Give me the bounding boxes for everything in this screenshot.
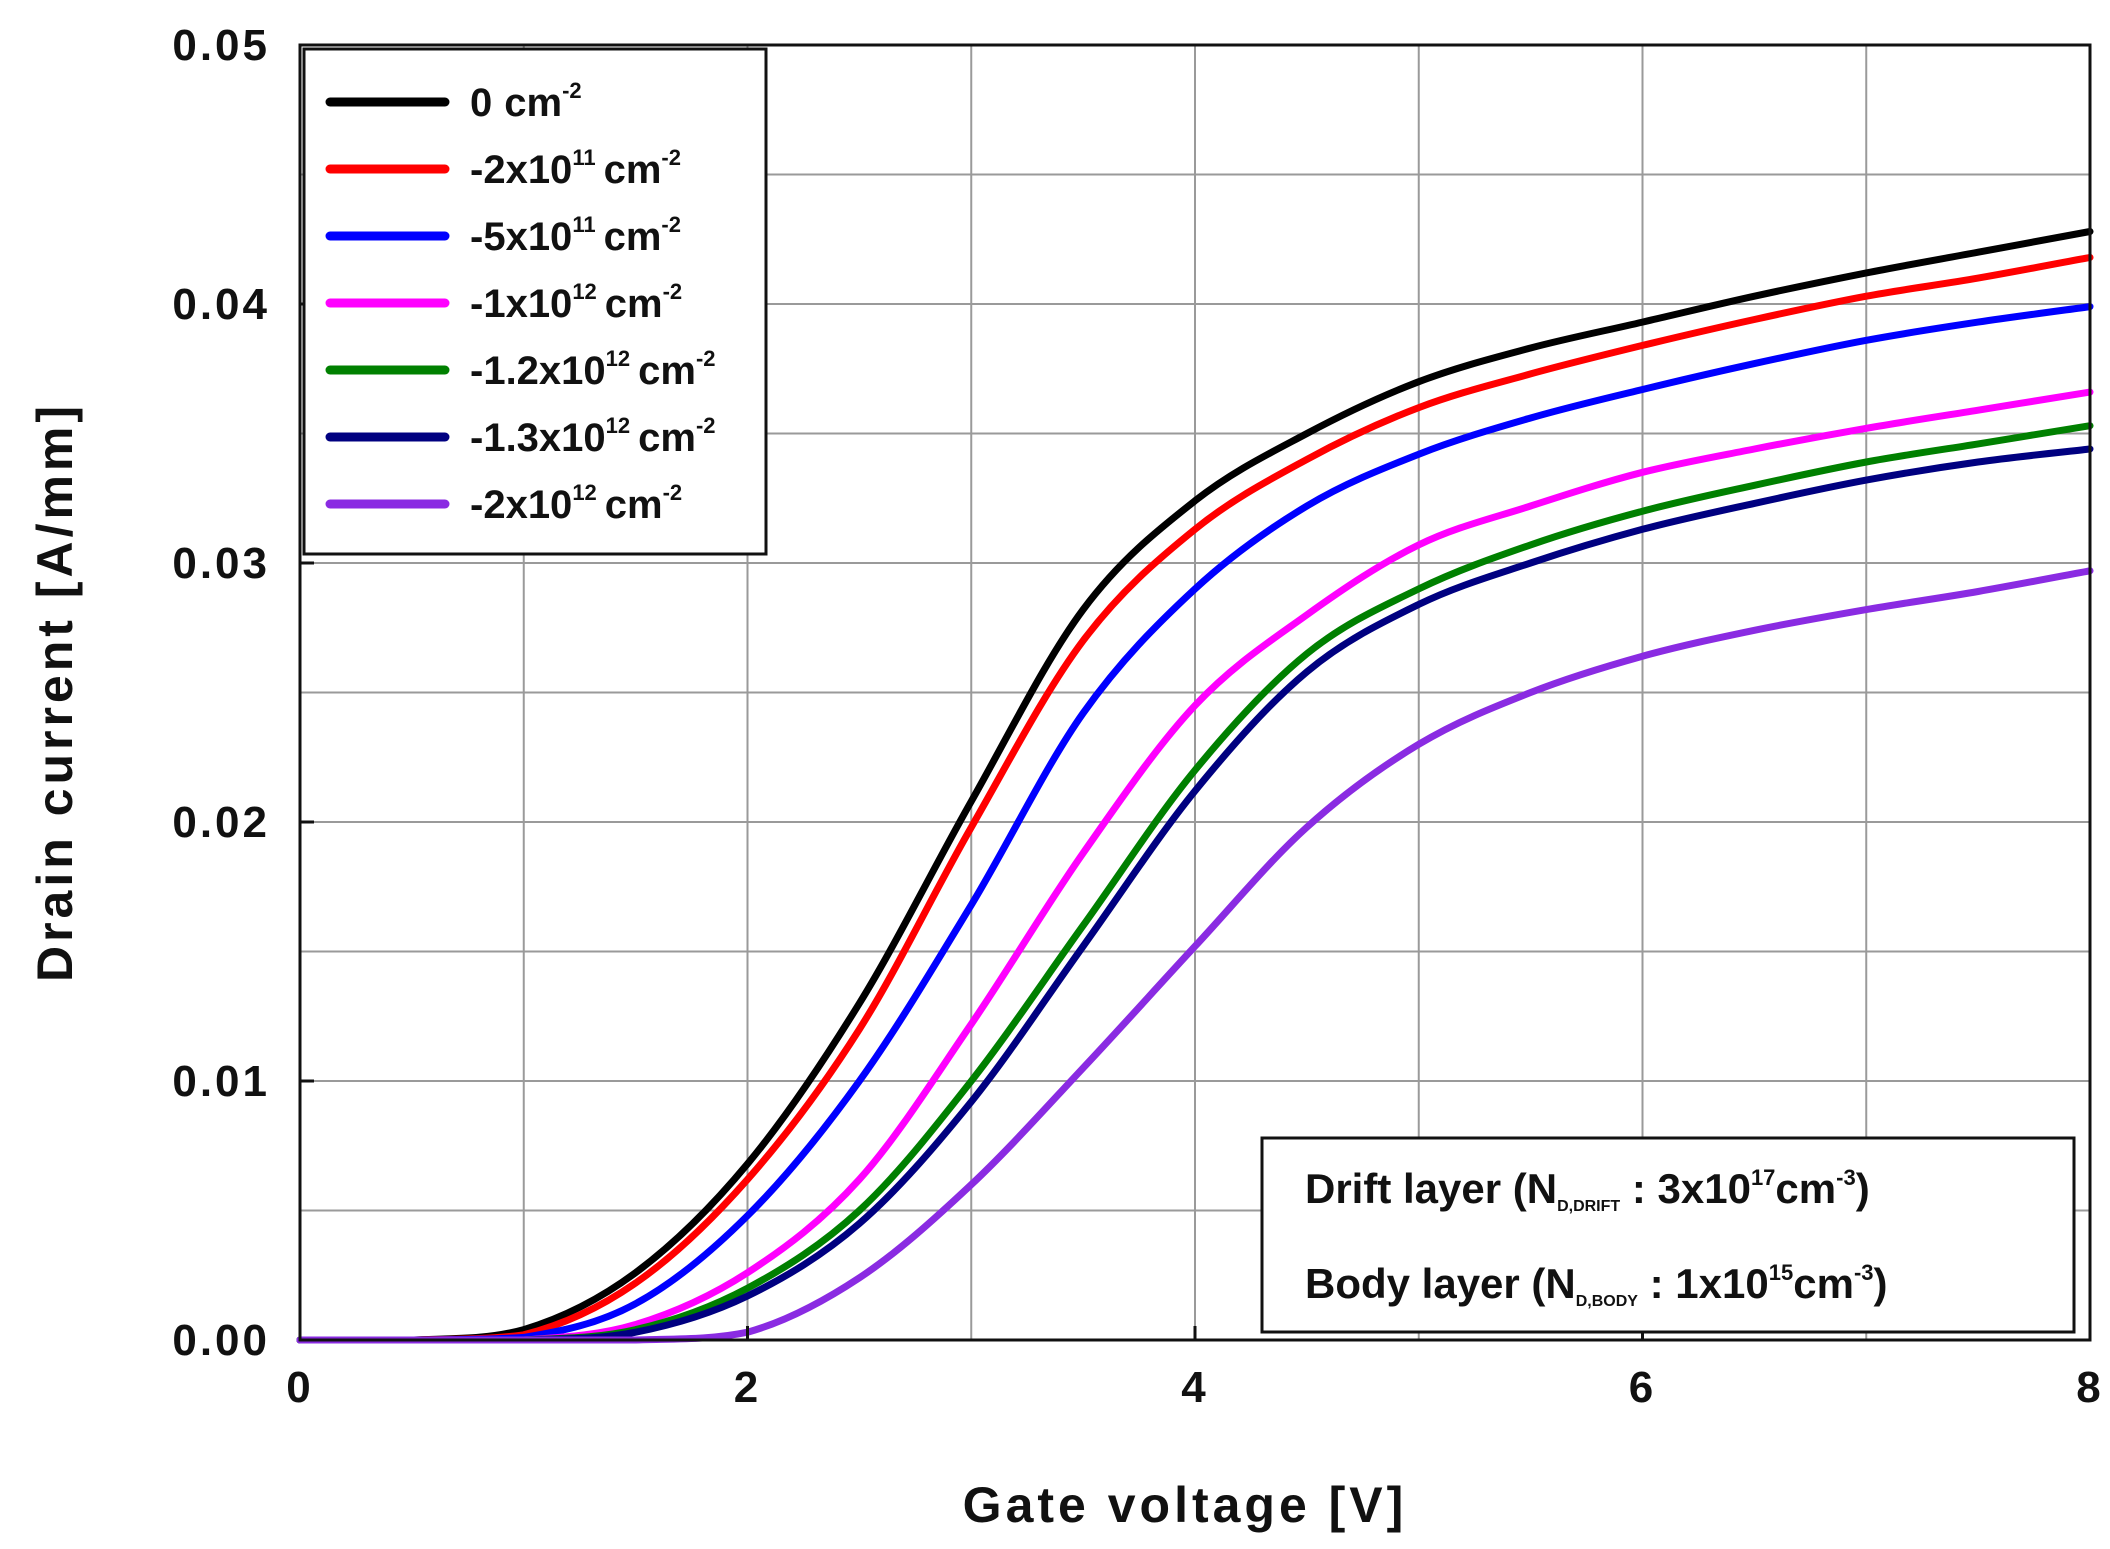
legend-label-base: -1.3x10 — [470, 416, 606, 460]
legend-label-base: -1x10 — [470, 282, 572, 326]
legend-label-unit: cm — [504, 81, 562, 125]
drift-mid: : 3x10 — [1620, 1165, 1751, 1212]
body-prefix: Body layer (N — [1305, 1260, 1576, 1307]
series-line-3 — [296, 303, 2094, 1344]
legend-label: -1.2x1012 cm-2 — [470, 346, 716, 393]
series-lines — [296, 228, 2094, 1344]
y-axis-title: Drain current [A/mm] — [27, 402, 83, 982]
y-tick-label: 0.04 — [172, 280, 270, 329]
annotation-line-drift: Drift layer (ND,DRIFT : 3x1017cm-3) — [1305, 1165, 1870, 1215]
body-unit-sup: -3 — [1854, 1260, 1874, 1285]
legend-label-exp: 12 — [572, 279, 596, 304]
legend-label-unit: cm — [638, 416, 696, 460]
legend-label-base: 0 — [470, 81, 492, 125]
x-tick-label: 4 — [1181, 1363, 1208, 1412]
legend-label-unit-exp: -2 — [661, 145, 681, 170]
drift-unit-sup: -3 — [1836, 1165, 1856, 1190]
y-tick-label: 0.01 — [172, 1057, 270, 1106]
legend-label-unit: cm — [604, 215, 662, 259]
series-line-6 — [296, 445, 2094, 1344]
y-tick-label: 0.05 — [172, 21, 270, 70]
legend-label-exp: 12 — [606, 413, 630, 438]
legend-label: -1.3x1012 cm-2 — [470, 413, 716, 460]
legend-label-unit: cm — [605, 483, 663, 527]
body-suffix: ) — [1874, 1260, 1888, 1307]
x-axis-title: Gate voltage [V] — [963, 1477, 1408, 1533]
annotation-frame — [1260, 1136, 2076, 1334]
legend-label: -1x1012 cm-2 — [470, 279, 682, 326]
legend-label-unit: cm — [605, 282, 663, 326]
y-tick-label: 0.02 — [172, 798, 270, 847]
tick-labels: 0 2 4 6 8 0.00 0.01 0.02 0.03 0.04 0.05 — [172, 21, 2103, 1412]
body-mid: : 1x10 — [1638, 1260, 1769, 1307]
drift-sup: 17 — [1751, 1165, 1775, 1190]
legend-label-unit-exp: -2 — [661, 212, 681, 237]
legend: 0 cm-2-2x1011 cm-2-5x1011 cm-2-1x1012 cm-2-1… — [302, 47, 768, 556]
y-tick-label: 0.00 — [172, 1316, 270, 1365]
drift-prefix: Drift layer (N — [1305, 1165, 1557, 1212]
legend-label-unit-exp: -2 — [696, 346, 716, 371]
body-unit: cm — [1793, 1260, 1854, 1307]
grid — [300, 45, 2090, 1340]
legend-label-unit-exp: -2 — [696, 413, 716, 438]
legend-label-exp: 12 — [606, 346, 630, 371]
body-sup: 15 — [1769, 1260, 1793, 1285]
legend-label: -2x1011 cm-2 — [470, 145, 681, 192]
annotation-line-body: Body layer (ND,BODY : 1x1015cm-3) — [1305, 1260, 1888, 1310]
legend-label: 0 cm-2 — [470, 78, 582, 125]
x-tick-label: 2 — [734, 1363, 761, 1412]
legend-label-base: -2x10 — [470, 148, 572, 192]
drift-suffix: ) — [1856, 1165, 1870, 1212]
y-tick-label: 0.03 — [172, 539, 270, 588]
legend-label-base: -5x10 — [470, 215, 572, 259]
legend-label: -5x1011 cm-2 — [470, 212, 681, 259]
legend-label-exp: 11 — [572, 212, 595, 237]
legend-label-unit-exp: -2 — [663, 480, 683, 505]
series-line-2 — [296, 253, 2094, 1344]
drift-sub: D,DRIFT — [1557, 1198, 1620, 1215]
body-sub: D,BODY — [1576, 1293, 1639, 1310]
annotation-box: Drift layer (ND,DRIFT : 3x1017cm-3) Body… — [1260, 1136, 2076, 1334]
legend-label-base: -1.2x10 — [470, 349, 606, 393]
x-tick-label: 0 — [286, 1363, 313, 1412]
legend-label: -2x1012 cm-2 — [470, 480, 682, 527]
axes-ticks — [298, 43, 2092, 1342]
drift-unit: cm — [1775, 1165, 1836, 1212]
legend-label-base: -2x10 — [470, 483, 572, 527]
legend-label-unit-exp: -2 — [562, 78, 582, 103]
legend-label-exp: 12 — [572, 480, 596, 505]
series-line-1 — [296, 228, 2094, 1344]
x-tick-label: 6 — [1629, 1363, 1656, 1412]
x-tick-label: 8 — [2076, 1363, 2103, 1412]
legend-label-unit: cm — [604, 148, 662, 192]
legend-label-unit: cm — [638, 349, 696, 393]
legend-label-exp: 11 — [572, 145, 595, 170]
series-line-4 — [296, 388, 2094, 1344]
legend-label-unit-exp: -2 — [663, 279, 683, 304]
